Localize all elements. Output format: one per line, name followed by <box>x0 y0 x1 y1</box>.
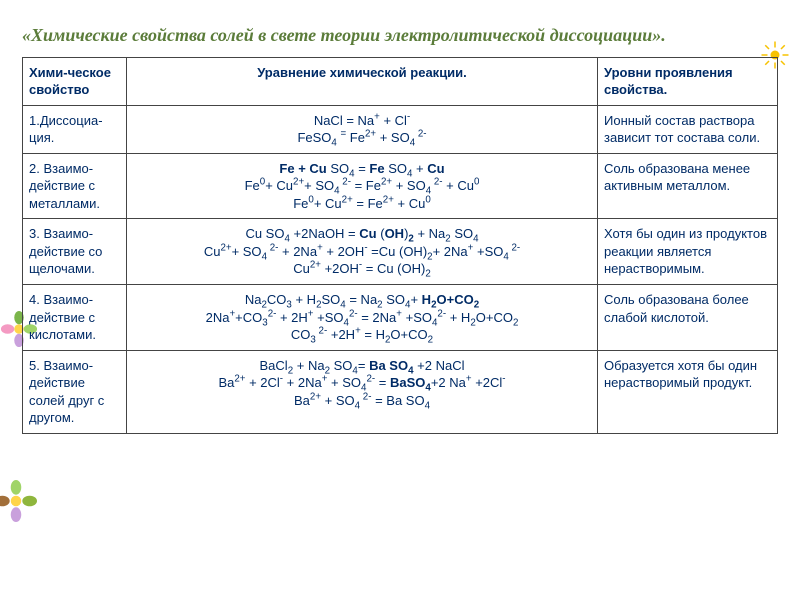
table-row: 1.Диссоциа-ция.NaCl = Na+ + Cl-FeSO4 = F… <box>23 105 778 153</box>
table-header-row: Хими-ческое свойство Уравнение химическо… <box>23 57 778 105</box>
property-cell: 5. Взаимо-действие солей друг с другом. <box>23 350 127 433</box>
table-body: 1.Диссоциа-ция.NaCl = Na+ + Cl-FeSO4 = F… <box>23 105 778 433</box>
decoration-flower-2 <box>0 480 37 522</box>
property-cell: 3. Взаимо-действие со щелочами. <box>23 219 127 285</box>
table-row: 4. Взаимо-действие с кислотами.Na2CO3 + … <box>23 284 778 350</box>
equation-cell: Fe + Cu SO4 = Fe SO4 + CuFe0+ Cu2++ SO4 … <box>127 153 598 219</box>
table-row: 3. Взаимо-действие со щелочами.Cu SO4 +2… <box>23 219 778 285</box>
level-cell: Образуется хотя бы один нерастворимый пр… <box>598 350 778 433</box>
col-header-equation: Уравнение химической реакции. <box>127 57 598 105</box>
col-header-level: Уровни проявления свойства. <box>598 57 778 105</box>
level-cell: Хотя бы один из продуктов реакции являет… <box>598 219 778 285</box>
equation-cell: NaCl = Na+ + Cl-FeSO4 = Fe2+ + SO4 2- <box>127 105 598 153</box>
slide-title: «Химические свойства солей в свете теори… <box>22 24 778 47</box>
table-row: 5. Взаимо-действие солей друг с другом.B… <box>23 350 778 433</box>
property-cell: 4. Взаимо-действие с кислотами. <box>23 284 127 350</box>
col-header-property: Хими-ческое свойство <box>23 57 127 105</box>
table-row: 2. Взаимо-действие с металлами.Fe + Cu S… <box>23 153 778 219</box>
level-cell: Ионный состав раствора зависит тот соста… <box>598 105 778 153</box>
equation-cell: Na2CO3 + H2SO4 = Na2 SO4+ H2O+CO22Na++CO… <box>127 284 598 350</box>
slide-content: «Химические свойства солей в свете теори… <box>0 0 800 450</box>
level-cell: Соль образована более слабой кислотой. <box>598 284 778 350</box>
property-cell: 2. Взаимо-действие с металлами. <box>23 153 127 219</box>
equation-cell: BaCl2 + Na2 SO4= Ba SO4 +2 NaClBa2+ + 2C… <box>127 350 598 433</box>
property-cell: 1.Диссоциа-ция. <box>23 105 127 153</box>
level-cell: Соль образована менее активным металлом. <box>598 153 778 219</box>
properties-table: Хими-ческое свойство Уравнение химическо… <box>22 57 778 434</box>
equation-cell: Cu SO4 +2NaOH = Cu (OH)2 + Na2 SO4Cu2++ … <box>127 219 598 285</box>
